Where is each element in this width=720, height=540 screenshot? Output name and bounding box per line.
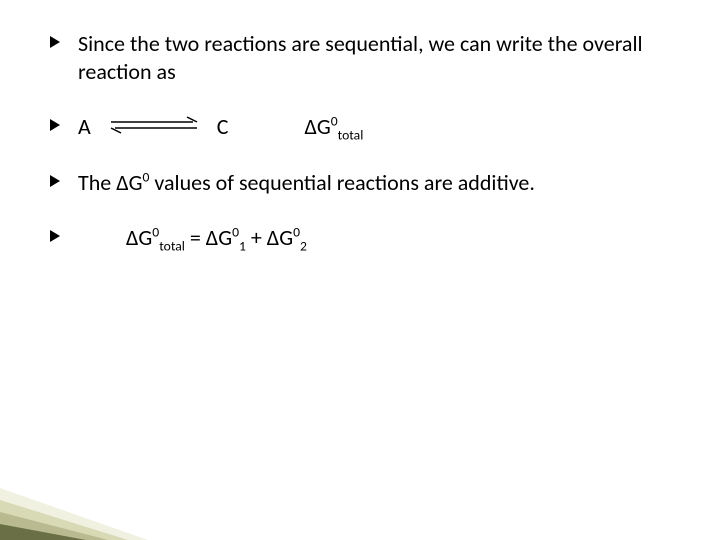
equation-row: A C ΔG0total [78, 113, 680, 141]
t2-base: ΔG [267, 224, 293, 251]
b3-prefix: The [78, 169, 116, 196]
delta-g-total-label: ΔG0total [304, 113, 363, 141]
b3-dg-base: ΔG [116, 169, 142, 196]
corner-accent-icon [0, 450, 190, 540]
dg-super: 0 [331, 113, 338, 130]
b3-suffix: values of sequential reactions are addit… [149, 169, 535, 196]
t2-sub: 2 [300, 237, 307, 254]
bullet-3: The ΔG0 values of sequential reactions a… [50, 169, 680, 197]
lhs-base: ΔG [126, 224, 152, 251]
slide: Since the two reactions are sequential, … [0, 0, 720, 540]
bullet-marker-icon [50, 119, 60, 131]
bullet-4-formula: ΔG0total = ΔG01 + ΔG02 [78, 224, 680, 252]
reactant-label: A [78, 113, 91, 141]
dg-base: ΔG [304, 113, 330, 140]
dg-sub: total [338, 126, 364, 143]
bullet-2: A C ΔG0total [50, 113, 680, 141]
t2-super: 0 [293, 224, 300, 241]
product-label: C [217, 113, 229, 141]
bullet-1-text: Since the two reactions are sequential, … [78, 30, 680, 85]
lhs-sub: total [159, 237, 185, 254]
bullet-marker-icon [50, 230, 60, 242]
t1-super: 0 [232, 224, 239, 241]
equilibrium-arrow-icon [109, 113, 199, 141]
plus: + [246, 224, 267, 251]
t1-sub: 1 [239, 237, 246, 254]
bullet-3-text: The ΔG0 values of sequential reactions a… [78, 169, 680, 197]
equals: = [185, 224, 206, 251]
t1-base: ΔG [206, 224, 232, 251]
bullet-marker-icon [50, 36, 60, 48]
bullet-marker-icon [50, 175, 60, 187]
bullet-4: ΔG0total = ΔG01 + ΔG02 [50, 224, 680, 252]
bullet-1: Since the two reactions are sequential, … [50, 30, 680, 85]
